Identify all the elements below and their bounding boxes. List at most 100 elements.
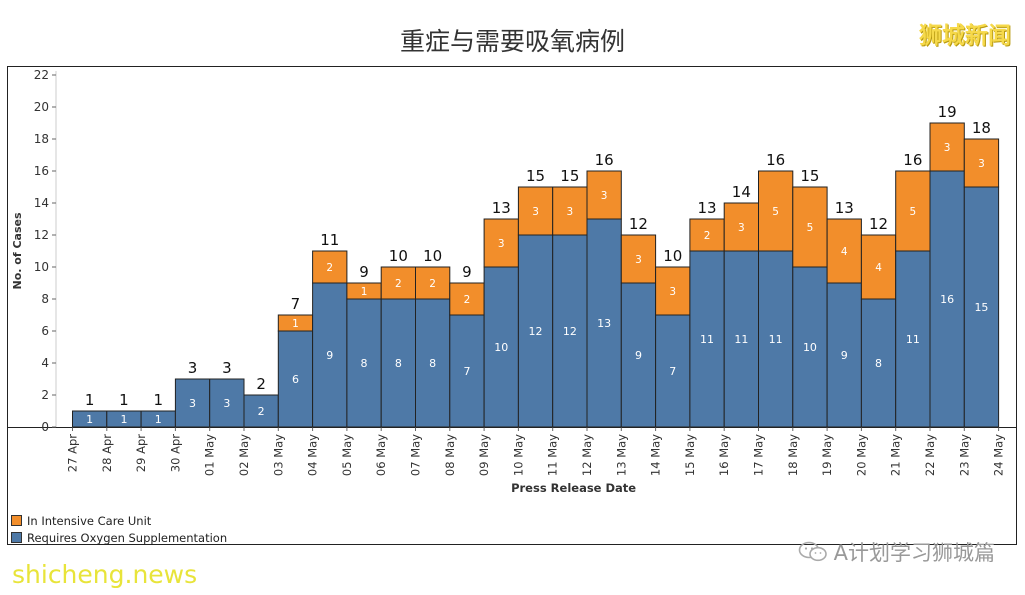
data-label-total: 7 [291, 295, 301, 313]
x-tick-label: 29 Apr [134, 434, 148, 472]
bar-oxygen [243, 394, 279, 428]
wechat-watermark: A计划学习狮城篇 [798, 537, 995, 567]
x-tick-label: 05 May [340, 434, 354, 476]
data-label-total: 13 [492, 199, 511, 217]
x-tick-label: 07 May [409, 434, 423, 476]
x-tick-label: 02 May [237, 434, 251, 476]
data-label-total: 19 [938, 103, 957, 121]
data-label-total: 9 [462, 263, 472, 281]
bar-icu [860, 234, 897, 300]
bar-oxygen [758, 250, 794, 428]
data-label-icu: 2 [326, 262, 333, 274]
data-label-total: 13 [835, 199, 854, 217]
data-label-oxygen: 12 [563, 325, 577, 338]
data-label-oxygen: 2 [258, 405, 265, 418]
data-label-oxygen: 13 [597, 317, 611, 330]
data-label-total: 15 [526, 167, 545, 185]
data-label-total: 9 [359, 263, 369, 281]
data-label-oxygen: 9 [635, 349, 642, 362]
bar-icu [415, 266, 451, 300]
data-label-oxygen: 3 [189, 397, 196, 410]
data-label-total: 3 [222, 359, 232, 377]
bar-oxygen [826, 282, 862, 428]
data-label-total: 1 [119, 391, 129, 409]
y-tick-label: 6 [41, 324, 49, 338]
wechat-icon [798, 541, 827, 562]
y-tick-label: 14 [34, 196, 49, 210]
bar-icu [483, 218, 519, 268]
chart-title: 重症与需要吸氧病例 [399, 27, 625, 56]
data-label-total: 15 [800, 167, 819, 185]
x-tick-label: 08 May [443, 434, 457, 476]
y-tick-label: 22 [34, 68, 49, 82]
data-label-icu: 2 [464, 294, 471, 306]
data-label-icu: 4 [841, 246, 848, 258]
y-tick-label: 10 [34, 260, 49, 274]
bar-oxygen [586, 218, 622, 428]
data-label-total: 1 [153, 391, 163, 409]
y-tick-label: 4 [41, 356, 49, 370]
brand-watermark-bottom: shicheng.news [12, 560, 198, 589]
legend-swatch-oxygen [11, 532, 22, 543]
bar-oxygen [620, 282, 657, 428]
data-label-total: 18 [972, 119, 991, 137]
data-label-oxygen: 8 [395, 357, 402, 370]
bar-icu [517, 186, 554, 236]
x-tick-label: 20 May [854, 434, 868, 476]
data-label-icu: 3 [635, 254, 642, 266]
data-label-icu: 1 [361, 286, 368, 298]
x-tick-label: 24 May [992, 434, 1006, 476]
bar-oxygen [655, 314, 691, 428]
data-label-oxygen: 11 [700, 333, 714, 346]
data-label-icu: 2 [395, 278, 402, 290]
y-tick-label: 8 [41, 292, 49, 306]
x-tick-label: 28 Apr [100, 434, 114, 472]
legend: In Intensive Care Unit Requires Oxygen S… [11, 512, 227, 546]
x-tick-label: 23 May [957, 434, 971, 476]
data-label-total: 10 [389, 247, 408, 265]
x-tick-label: 04 May [306, 434, 320, 476]
data-label-oxygen: 8 [361, 357, 368, 370]
data-label-oxygen: 15 [974, 301, 988, 314]
data-label-total: 10 [663, 247, 682, 265]
data-label-total: 10 [423, 247, 442, 265]
data-label-oxygen: 11 [734, 333, 748, 346]
legend-swatch-icu [11, 515, 22, 526]
data-label-icu: 2 [429, 278, 436, 290]
bar-icu [552, 186, 588, 236]
bar-oxygen [929, 170, 965, 428]
bar-icu [620, 234, 657, 284]
bar-icu [689, 218, 725, 252]
data-label-oxygen: 11 [906, 333, 920, 346]
data-label-oxygen: 1 [86, 413, 93, 426]
data-label-icu: 5 [807, 222, 814, 234]
legend-item-oxygen: Requires Oxygen Supplementation [11, 529, 227, 546]
y-tick-label: 12 [34, 228, 49, 242]
bar-icu [586, 170, 622, 220]
x-tick-label: 03 May [271, 434, 285, 476]
data-label-total: 12 [869, 215, 888, 233]
bar-oxygen [312, 282, 348, 428]
bar-oxygen [277, 330, 314, 428]
data-label-icu: 2 [704, 230, 711, 242]
x-tick-label: 12 May [580, 434, 594, 476]
legend-item-icu: In Intensive Care Unit [11, 512, 227, 529]
data-label-icu: 3 [601, 190, 608, 202]
y-tick-label: 16 [34, 164, 49, 178]
data-label-icu: 3 [738, 222, 745, 234]
data-label-oxygen: 6 [292, 373, 299, 386]
y-tick-label: 2 [41, 388, 49, 402]
bar-icu [449, 282, 485, 316]
bar-icu [723, 202, 760, 252]
data-label-total: 11 [320, 231, 339, 249]
bar-oxygen [449, 314, 485, 428]
y-tick-label: 0 [41, 420, 49, 434]
y-axis-title: No. of Cases [11, 212, 24, 289]
wechat-label: A计划学习狮城篇 [833, 541, 995, 565]
data-label-oxygen: 1 [120, 413, 127, 426]
x-tick-label: 09 May [477, 434, 491, 476]
bar-oxygen [346, 298, 382, 428]
data-label-total: 15 [560, 167, 579, 185]
data-label-total: 16 [903, 151, 922, 169]
x-tick-label: 14 May [649, 434, 663, 476]
